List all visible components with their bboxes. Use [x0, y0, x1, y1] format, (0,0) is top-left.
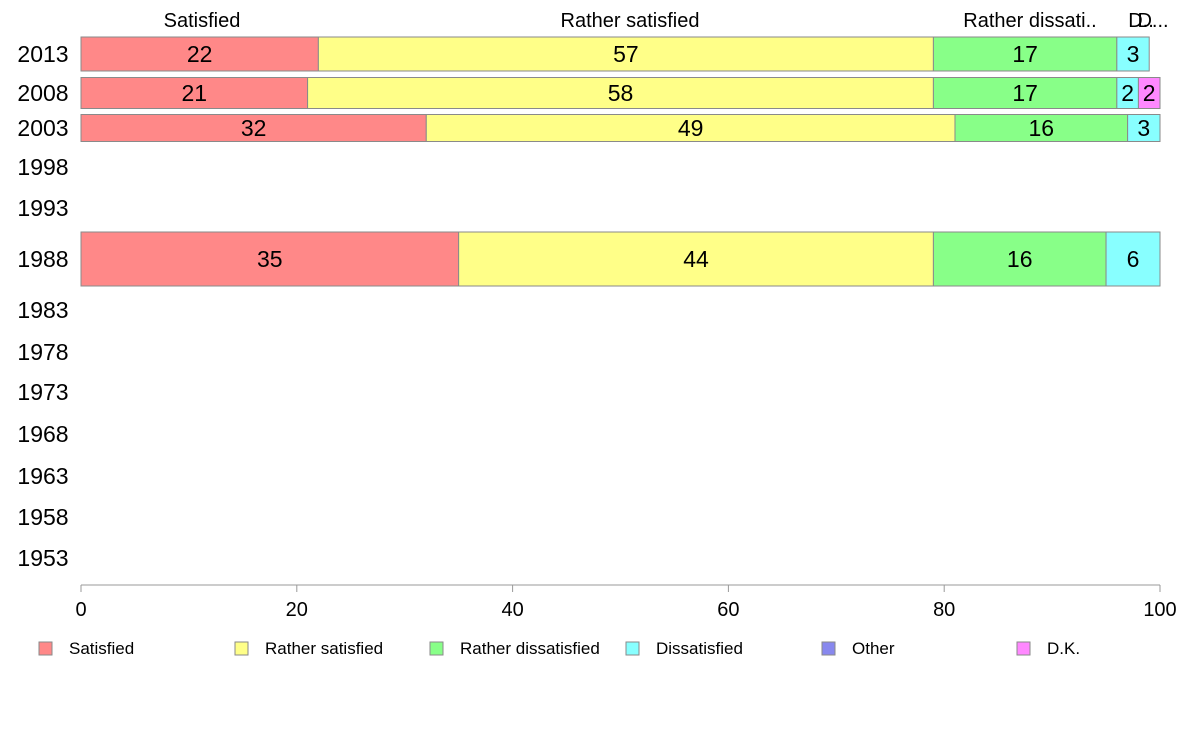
legend-label: D.K. — [1047, 639, 1080, 658]
y-tick-label: 1958 — [17, 504, 68, 530]
x-tick-label: 0 — [75, 599, 86, 621]
data-label: 6 — [1127, 246, 1140, 272]
y-tick-label: 1998 — [17, 154, 68, 180]
top-label: Rather dissati.. — [963, 10, 1096, 32]
data-label: 49 — [678, 115, 704, 141]
legend-swatch — [429, 641, 444, 656]
data-label: 44 — [683, 246, 709, 272]
y-tick-label: 1963 — [17, 463, 68, 489]
bar-segment — [80, 231, 460, 287]
bar-segment — [1137, 77, 1161, 109]
bar-segment — [80, 77, 309, 109]
y-tick-label: 1978 — [17, 339, 68, 365]
legend-label: Dissatisfied — [656, 639, 743, 658]
y-axis: 2013 2008 2003 1998 1993 1988 1983 1978 1973 1968… — [17, 41, 68, 571]
data-label: 16 — [1007, 246, 1033, 272]
y-tick-label: 1973 — [17, 379, 68, 405]
bar-segment — [932, 231, 1107, 287]
x-tick-label: 100 — [1143, 599, 1176, 621]
data-label: 17 — [1012, 80, 1038, 106]
top-label: Rather satisfied — [561, 10, 700, 32]
top-category-labels: Satisfied Rather satisfied Rather dissati.… — [164, 10, 1169, 32]
legend-label: Rather satisfied — [265, 639, 383, 658]
data-label: 2 — [1143, 80, 1156, 106]
legend-swatch — [821, 641, 836, 656]
top-label: D... — [1137, 10, 1168, 32]
legend-label: Satisfied — [69, 639, 134, 658]
data-label: 16 — [1029, 115, 1055, 141]
y-tick-label: 1993 — [17, 195, 68, 221]
data-label: 17 — [1012, 41, 1038, 67]
bar-segment — [80, 114, 427, 142]
data-label: 35 — [257, 246, 283, 272]
top-label: Satisfied — [164, 10, 241, 32]
x-axis: 0 20 40 60 80 100 — [75, 584, 1177, 621]
y-tick-label: 1983 — [17, 297, 68, 323]
bar-segment — [307, 77, 934, 109]
bar-segment — [1127, 114, 1161, 142]
bar-segment — [317, 36, 934, 72]
y-tick-label: 2013 — [17, 41, 68, 67]
data-label: 32 — [241, 115, 267, 141]
bar-segment — [1116, 36, 1150, 72]
data-label: 22 — [187, 41, 213, 67]
legend-swatch — [1016, 641, 1031, 656]
bar-segment — [1105, 231, 1161, 287]
legend-label: Other — [852, 639, 895, 658]
bar-segment — [458, 231, 934, 287]
data-label: 21 — [181, 80, 207, 106]
x-tick-label: 60 — [717, 599, 739, 621]
legend-label: Rather dissatisfied — [460, 639, 600, 658]
data-label: 2 — [1121, 80, 1134, 106]
top-label: D.. — [1128, 10, 1154, 32]
x-tick-label: 80 — [933, 599, 955, 621]
x-tick-label: 20 — [286, 599, 308, 621]
y-tick-label: 1953 — [17, 545, 68, 571]
y-tick-label: 2008 — [17, 80, 68, 106]
legend: Satisfied Rather satisfied Rather dissatis… — [38, 639, 1080, 658]
y-tick-label: 1968 — [17, 421, 68, 447]
y-tick-label: 2003 — [17, 115, 68, 141]
legend-swatch — [625, 641, 640, 656]
data-label: 3 — [1137, 115, 1150, 141]
y-tick-label: 1988 — [17, 246, 68, 272]
data-label: 57 — [613, 41, 639, 67]
legend-swatch — [234, 641, 249, 656]
data-label: 58 — [608, 80, 634, 106]
legend-swatch — [38, 641, 53, 656]
bars: 22 57 17 3 21 58 17 2 2 32 49 16 3 35 44 16 6 — [80, 36, 1161, 287]
x-tick-label: 40 — [501, 599, 523, 621]
data-label: 3 — [1127, 41, 1140, 67]
bar-segment — [954, 114, 1129, 142]
bar-segment — [932, 77, 1118, 109]
